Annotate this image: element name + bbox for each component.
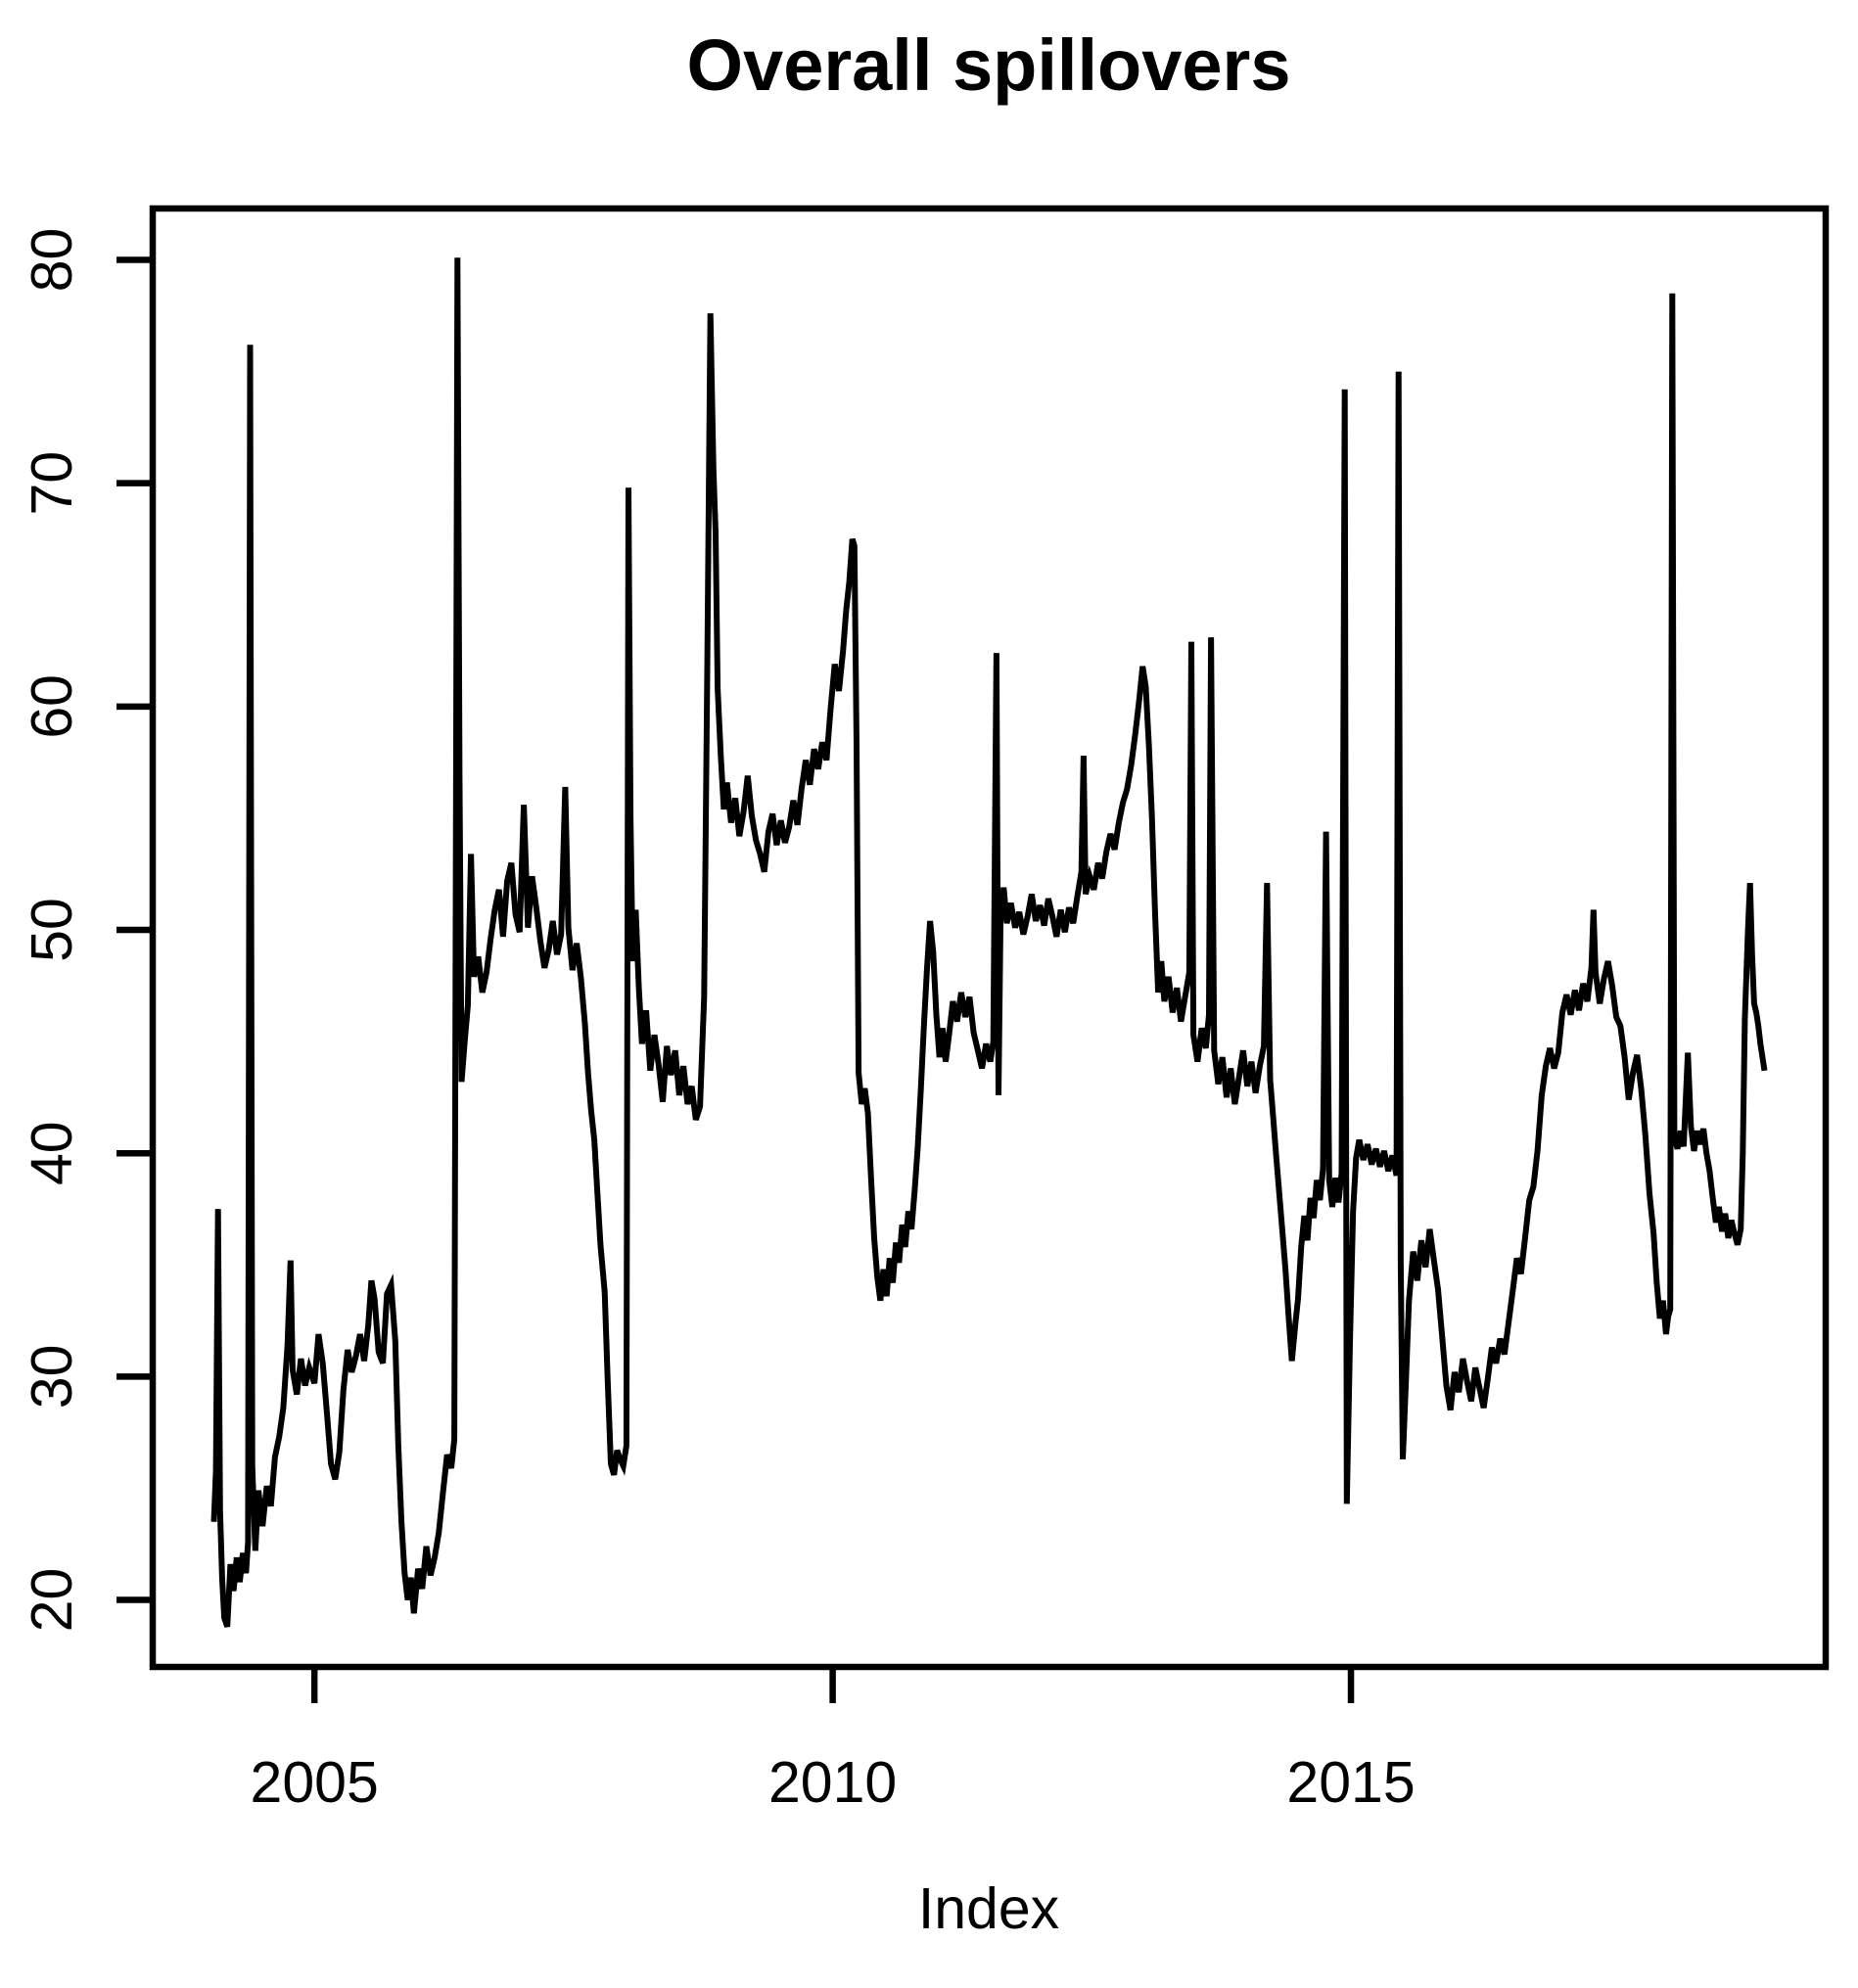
x-axis: 2005 2010 2015	[251, 1667, 1416, 1815]
x-tick-label: 2015	[1286, 1750, 1415, 1815]
chart-title: Overall spillovers	[686, 24, 1290, 106]
y-tick-label: 40	[20, 1121, 84, 1185]
y-tick-label: 60	[20, 674, 84, 739]
x-axis-title: Index	[918, 1876, 1059, 1941]
x-tick-label: 2010	[768, 1750, 897, 1815]
y-tick-label: 30	[20, 1345, 84, 1410]
y-tick-label: 80	[20, 228, 84, 293]
plot-box	[149, 205, 1830, 1671]
y-tick-label: 20	[20, 1568, 84, 1633]
y-axis: 20 30 40 50 60 70 80	[20, 228, 153, 1633]
x-tick-label: 2005	[251, 1750, 379, 1815]
y-tick-label: 50	[20, 898, 84, 962]
series-line-overall-spillovers	[210, 257, 1768, 1628]
y-tick-label: 70	[20, 451, 84, 516]
